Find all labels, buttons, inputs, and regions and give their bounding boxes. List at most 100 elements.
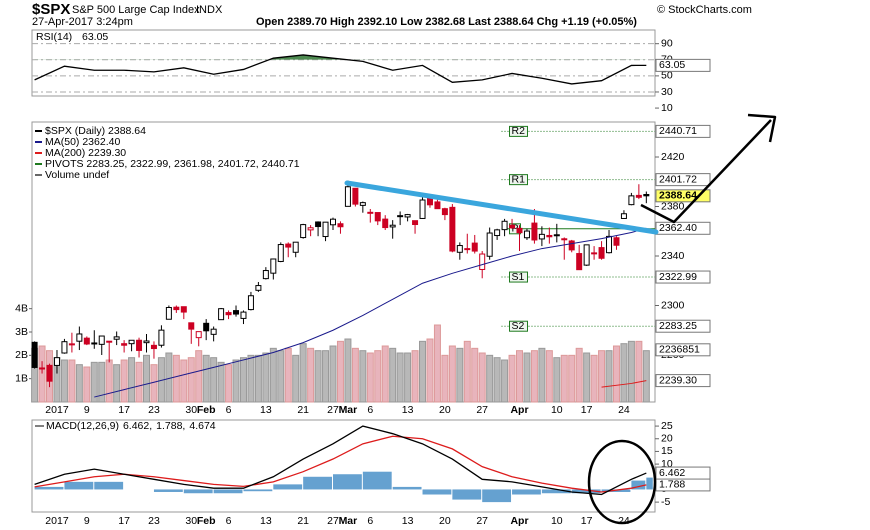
volume-bar	[299, 343, 307, 403]
arrow-head	[747, 113, 777, 143]
histogram-bar	[213, 489, 243, 494]
panel-frame	[31, 29, 656, 97]
candle-body	[397, 215, 404, 218]
pivot-label-box	[509, 320, 528, 332]
volume-bar	[575, 347, 583, 403]
x-tick-label: Mar	[339, 515, 358, 527]
volume-bar	[538, 347, 546, 403]
x-tick-label: Apr	[510, 515, 528, 527]
x-tick-label: 2017	[45, 515, 69, 527]
x-tick-label: 27	[476, 404, 488, 416]
exchange: INDX	[196, 4, 223, 16]
volume-bar	[598, 350, 606, 403]
x-tick-label: 13	[402, 515, 414, 527]
candle-body	[635, 194, 642, 198]
volume-bar	[590, 354, 598, 403]
y-tick-label: 2420	[661, 151, 685, 163]
value-tag-box	[655, 374, 711, 388]
volume-bar	[560, 354, 568, 403]
volume-bar	[478, 352, 486, 403]
x-tick-label: 6	[226, 404, 232, 416]
candle-body	[568, 240, 575, 251]
candle-body	[83, 337, 90, 345]
candle-body	[613, 237, 620, 246]
x-tick-label: 17	[118, 404, 130, 416]
x-tick-label: 27	[327, 515, 339, 527]
value-tag: 2236851	[659, 344, 700, 356]
volume-bar	[426, 338, 434, 403]
volume-bar	[128, 357, 136, 403]
pivot-label-box	[509, 125, 528, 137]
legend-name: RSI(14)	[36, 31, 72, 43]
volume-bar	[83, 366, 91, 403]
candle-body	[628, 195, 635, 206]
x-tick-label: 24	[618, 404, 630, 416]
candle-body	[486, 232, 493, 257]
trend-line	[344, 180, 659, 235]
volume-bar	[202, 354, 210, 403]
value-tag: 63.05	[659, 59, 685, 71]
candle-body	[315, 221, 322, 228]
volume-bar	[374, 350, 382, 403]
volume-bar	[493, 357, 501, 403]
volume-bar	[172, 354, 180, 403]
value-tag-box	[655, 343, 711, 357]
candle-body	[464, 248, 471, 251]
candle-body	[61, 341, 68, 354]
legend-text: 4.674	[189, 420, 215, 432]
volume-bar	[344, 338, 352, 403]
candle-body	[434, 201, 441, 210]
y-tick-label: 2340	[661, 250, 685, 262]
series-line	[94, 227, 647, 398]
series-line	[34, 435, 647, 493]
histogram-bar	[94, 481, 124, 490]
candle-body	[576, 253, 583, 271]
x-tick-label: Feb	[197, 404, 216, 416]
quote: Open 2389.70 High 2392.10 Low 2382.68 La…	[256, 16, 637, 28]
candle-body	[31, 341, 38, 368]
volume-bar	[68, 359, 76, 403]
volume-bar	[90, 361, 98, 403]
volume-bar	[404, 352, 412, 403]
x-tick-label: Feb	[197, 515, 216, 527]
volume-tick-label: 2B	[15, 349, 28, 361]
x-tick-label: 20	[439, 404, 451, 416]
pivot-label: S1	[512, 271, 525, 283]
candle-body	[158, 329, 165, 346]
volume-bar	[456, 347, 464, 403]
volume-bar	[180, 359, 188, 403]
candle-body	[113, 336, 120, 340]
candle-body	[643, 194, 650, 197]
candle-body	[136, 339, 143, 351]
volume-bar	[516, 350, 523, 403]
y-tick-label: 20	[661, 433, 673, 445]
legend-text: PIVOTS 2283.25, 2322.99, 2361.98, 2401.7…	[45, 158, 300, 170]
x-tick-label: 6	[226, 515, 232, 527]
x-tick-label: Mar	[339, 404, 358, 416]
candle-body	[240, 311, 247, 319]
histogram-bar	[153, 489, 183, 492]
y-tick-label: 10	[661, 102, 673, 114]
candle-body	[143, 340, 150, 344]
x-tick-label: 10	[551, 404, 563, 416]
value-tag: 2362.40	[659, 222, 697, 234]
histogram-bar	[571, 489, 601, 494]
x-tick-label: 20	[439, 515, 451, 527]
candle-body	[531, 222, 538, 241]
pivot-label-box	[509, 271, 528, 283]
volume-tick-label: 1B	[15, 372, 28, 384]
pivot-label: S2	[512, 320, 525, 332]
volume-bar	[612, 345, 620, 403]
histogram-bar	[362, 471, 392, 490]
value-tag-box	[655, 466, 711, 480]
candle-body	[471, 242, 478, 252]
x-tick-label: 30	[185, 404, 197, 416]
volume-bar	[307, 347, 315, 403]
candle-body	[441, 208, 448, 216]
x-tick-label: 30	[185, 515, 197, 527]
y-tick-label: 25	[661, 420, 673, 432]
x-tick-label: 10	[551, 515, 563, 527]
candle-body	[91, 342, 98, 345]
